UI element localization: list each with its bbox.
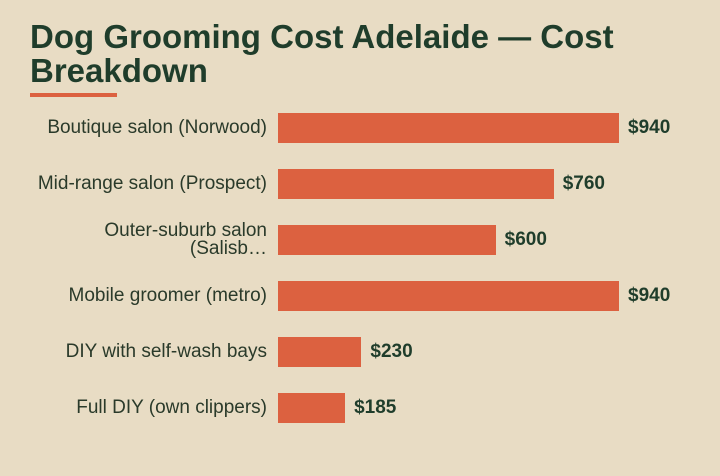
bar-row: DIY with self-wash bays $230 [0,337,720,367]
bar [278,393,346,423]
value-label: $185 [354,397,397,418]
value-label: $230 [370,341,413,362]
value-label: $600 [504,229,547,250]
bar-row: Full DIY (own clippers) $185 [0,393,720,423]
value-label: $940 [628,285,671,306]
bar-row: Mid-range salon (Prospect) $760 [0,169,720,199]
category-label: DIY with self-wash bays [65,341,267,362]
value-label: $940 [628,117,671,138]
value-label: $760 [562,173,605,194]
category-label: Mobile groomer (metro) [68,285,268,306]
category-label: Mid-range salon (Prospect) [37,173,267,194]
bar [278,169,554,199]
bar-row: Boutique salon (Norwood) $940 [0,113,720,143]
category-label: Full DIY (own clippers) [76,397,267,418]
bar-row: Mobile groomer (metro) $940 [0,281,720,311]
chart-title: Dog Grooming Cost Adelaide — Cost Breakd… [30,18,614,89]
bar [278,113,619,143]
title-accent [30,93,117,97]
bar [278,225,496,255]
bar [278,281,619,311]
category-label: Outer-suburb salon (Salisb… [104,220,267,259]
bar-row: Outer-suburb salon (Salisb… $600 [0,220,720,259]
category-label: Boutique salon (Norwood) [47,117,267,138]
bar [278,337,362,367]
